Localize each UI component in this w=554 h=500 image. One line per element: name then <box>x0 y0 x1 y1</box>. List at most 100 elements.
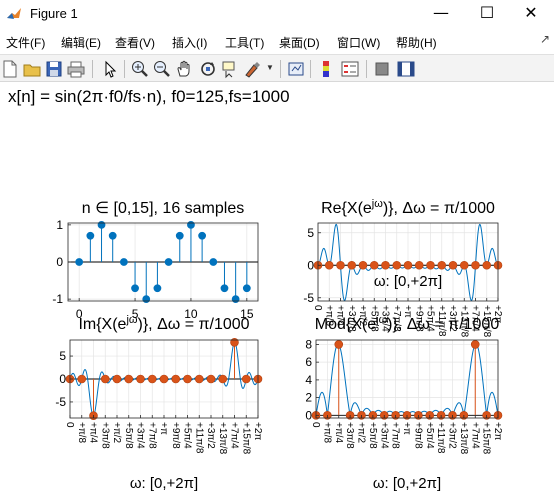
maximize-button[interactable]: ☐ <box>479 3 495 22</box>
menu-tools[interactable]: 工具(T) <box>225 36 265 50</box>
plot4-xtick-label: 0 <box>310 422 321 428</box>
plot4-xtick-label: +11π/8 <box>435 422 446 454</box>
plot3-title: Im{X(ejω)}, Δω = π/1000 <box>78 314 249 333</box>
plot1-stem-marker <box>97 220 106 229</box>
plot2-xtick-label: +3π/4 <box>380 305 391 332</box>
menu-file[interactable]: 文件(F) <box>6 36 46 50</box>
toolbar-separator <box>280 60 281 78</box>
plot2-xtick-label: +7π/8 <box>391 305 402 332</box>
save-icon[interactable] <box>44 59 64 79</box>
plot2-sample-marker <box>414 260 424 270</box>
plot1-stem-marker <box>231 295 240 304</box>
plot2-xtick-label: +π/4 <box>335 305 346 327</box>
menu-desktop[interactable]: 桌面(D) <box>279 36 320 50</box>
menu-help[interactable]: 帮助(H) <box>396 36 437 50</box>
zoom-in-icon[interactable] <box>130 59 150 79</box>
plot4-xtick-label: +π/8 <box>321 422 332 444</box>
plot1-xtick-label: 15 <box>240 307 254 321</box>
plot4-xtick-label: +π/2 <box>356 422 367 444</box>
plot2-sample-marker <box>448 260 458 270</box>
minimize-button[interactable]: — <box>433 3 449 22</box>
plot1-stem-marker <box>220 284 229 293</box>
open-file-icon[interactable] <box>22 59 42 79</box>
plot4-xtick-label: +15π/8 <box>481 422 492 455</box>
plot2-sample-marker <box>336 260 345 270</box>
link-plot-icon[interactable] <box>286 59 306 79</box>
data-cursor-icon[interactable] <box>220 59 240 79</box>
toolbar-separator <box>310 60 311 78</box>
plot3-sample-marker <box>206 374 216 384</box>
hide-plot-tools-icon[interactable] <box>372 59 392 79</box>
colorbar-icon[interactable] <box>316 59 336 79</box>
plot4-title: Mod{X(ejω)}, Δω = π/1000 <box>315 314 500 333</box>
plot4-xtick-label: +5π/4 <box>424 422 435 449</box>
close-button[interactable]: ✕ <box>524 3 538 22</box>
plot3-sample-marker <box>183 374 192 384</box>
show-plot-tools-icon[interactable] <box>396 59 416 79</box>
plot2-sample-marker <box>381 260 390 270</box>
plot2-sample-marker <box>358 260 368 270</box>
plot2-xtick-label: +π/2 <box>357 305 368 327</box>
edit-plot-icon[interactable] <box>100 59 120 79</box>
plot3-sample-marker <box>77 374 87 384</box>
plot1-stem-marker <box>209 258 218 266</box>
brush-icon[interactable] <box>242 59 262 79</box>
plot3-ytick-label: 5 <box>59 349 66 363</box>
menu-window[interactable]: 窗口(W) <box>337 36 381 50</box>
plot4-xtick-label: +3π/8 <box>344 422 355 449</box>
plot1-stem-marker <box>142 295 151 304</box>
plot3-xtick-label: 0 <box>64 422 75 428</box>
menu-view[interactable]: 查看(V) <box>115 36 155 50</box>
plot3-sample-marker <box>159 374 169 384</box>
menu-insert[interactable]: 插入(I) <box>172 36 208 50</box>
plot3-xtick-label: +5π/4 <box>182 422 193 449</box>
title-bar: Figure 1 — ☐ ✕ <box>0 0 554 28</box>
plot3-xtick-label: +3π/4 <box>135 422 146 449</box>
plot3-xtick-label: +13π/8 <box>217 422 228 455</box>
plot1-stem-marker <box>108 231 117 240</box>
rotate-3d-icon[interactable] <box>198 59 218 79</box>
plot3-sample-marker <box>194 374 204 384</box>
plot2-xtick-label: +11π/8 <box>436 305 447 337</box>
plot4-xtick-label: +5π/8 <box>367 422 378 449</box>
plot4-xtick-label: +π/4 <box>333 422 344 444</box>
plot4-sample-marker <box>470 340 480 349</box>
plot1-stem-marker <box>164 258 173 266</box>
plot3-xtick-label: +π/2 <box>111 422 122 444</box>
plot3-xtick-label: +3π/2 <box>205 422 216 449</box>
plot2-sample-marker <box>369 260 379 270</box>
plot1-xtick-label: 10 <box>184 307 198 321</box>
dropdown-arrow-icon[interactable]: ▼ <box>266 63 274 72</box>
plot2-sample-marker <box>347 260 357 270</box>
plot3-xtick-label: +15π/8 <box>240 422 251 455</box>
plot1-xtick-label: 5 <box>132 307 139 321</box>
plot4-xtick-label: +3π/4 <box>378 422 389 449</box>
window-title: Figure 1 <box>30 6 78 21</box>
zoom-out-icon[interactable] <box>152 59 172 79</box>
menu-edit[interactable]: 编辑(E) <box>61 36 101 50</box>
plot2-xtick-label: +13π/8 <box>458 305 469 338</box>
plot4-ytick-label: 8 <box>305 337 312 351</box>
plot1-stem-marker <box>153 284 162 293</box>
plot2-ytick-label: 5 <box>307 226 314 240</box>
plot2-xtick-label: +5π/8 <box>368 305 379 332</box>
plot4-ytick-label: 6 <box>305 355 312 369</box>
pan-icon[interactable] <box>174 59 194 79</box>
legend-icon[interactable] <box>340 59 360 79</box>
plot2-xtick-label: +15π/8 <box>481 305 492 338</box>
plot1-stem-marker <box>86 231 95 240</box>
plot2-xtick-label: +5π/4 <box>425 305 436 332</box>
print-icon[interactable] <box>66 59 86 79</box>
plot2-xlabel: ω: [0,+2π] <box>374 273 442 290</box>
plot3-ytick-label: 0 <box>59 372 66 386</box>
plot3-sample-marker <box>100 374 110 384</box>
new-figure-icon[interactable] <box>0 59 20 79</box>
plot3-xtick-label: +5π/8 <box>123 422 134 449</box>
plot1-stem-marker <box>242 284 251 293</box>
undock-arrow-icon[interactable]: ↗ <box>539 32 550 46</box>
plot2-sample-marker <box>459 260 469 270</box>
plot3-sample-marker <box>241 374 251 384</box>
plot3-xtick-label: +3π/8 <box>99 422 110 449</box>
plot4-xtick-label: +π <box>401 422 412 435</box>
plot3-xtick-label: +π <box>158 422 169 435</box>
